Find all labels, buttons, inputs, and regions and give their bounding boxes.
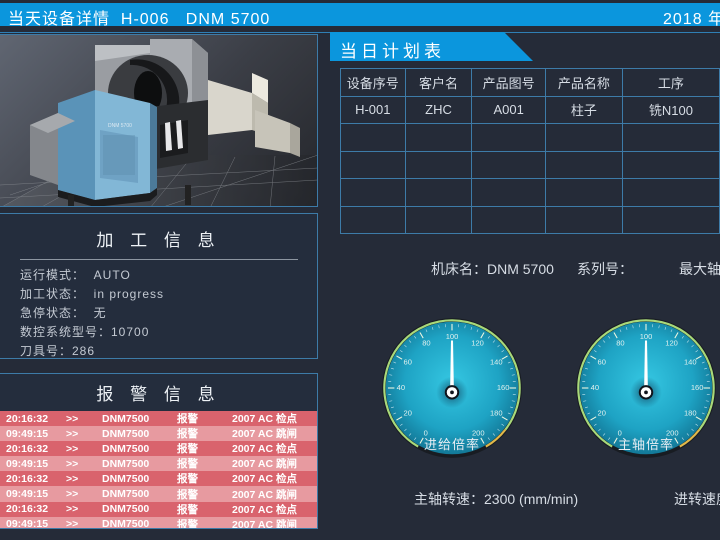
- svg-text:100: 100: [446, 332, 459, 341]
- svg-text:60: 60: [404, 357, 412, 366]
- svg-text:20: 20: [598, 409, 606, 418]
- svg-text:160: 160: [691, 383, 704, 392]
- svg-text:20: 20: [404, 409, 412, 418]
- svg-text:100: 100: [640, 332, 653, 341]
- svg-text:160: 160: [497, 383, 510, 392]
- svg-text:120: 120: [665, 339, 678, 348]
- svg-text:40: 40: [397, 383, 405, 392]
- svg-text:40: 40: [591, 383, 599, 392]
- svg-text:180: 180: [490, 409, 503, 418]
- svg-text:180: 180: [684, 409, 697, 418]
- svg-text:140: 140: [490, 357, 503, 366]
- svg-text:DNM 5700: DNM 5700: [108, 123, 132, 129]
- svg-text:80: 80: [422, 339, 430, 348]
- svg-text:60: 60: [598, 357, 606, 366]
- svg-text:120: 120: [471, 339, 484, 348]
- svg-text:140: 140: [684, 357, 697, 366]
- svg-text:80: 80: [616, 339, 624, 348]
